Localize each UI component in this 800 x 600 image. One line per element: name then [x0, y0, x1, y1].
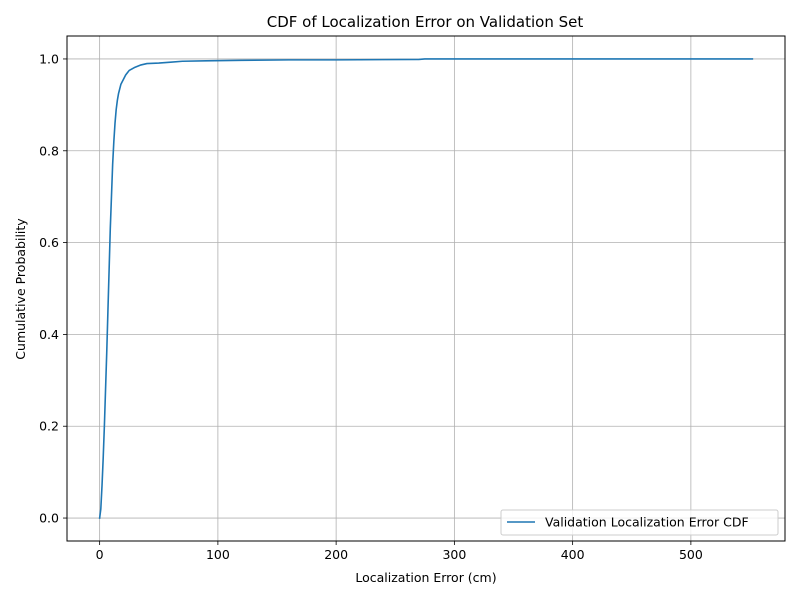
x-tick-label-0: 0	[96, 547, 104, 562]
x-tick-label-4: 400	[561, 547, 585, 562]
x-tick-label-1: 100	[206, 547, 230, 562]
x-tick-label-2: 200	[324, 547, 348, 562]
y-tick-label-1: 0.2	[39, 419, 59, 434]
x-axis-ticks: 0 100 200 300 400 500	[96, 541, 703, 562]
y-tick-label-3: 0.6	[39, 235, 59, 250]
y-tick-label-0: 0.0	[39, 511, 59, 526]
chart-title: CDF of Localization Error on Validation …	[267, 13, 584, 31]
legend-box	[500, 509, 779, 536]
series-lines	[98, 58, 754, 519]
x-axis-label: Localization Error (cm)	[355, 570, 496, 585]
legend: Validation Localization Error CDF	[500, 509, 779, 536]
y-tick-label-5: 1.0	[39, 51, 59, 66]
y-tick-label-4: 0.8	[39, 143, 59, 158]
x-tick-label-5: 500	[679, 547, 703, 562]
x-tick-label-3: 300	[442, 547, 466, 562]
y-axis-label: Cumulative Probability	[13, 218, 28, 360]
series-line-0	[98, 58, 754, 519]
y-tick-label-2: 0.4	[39, 327, 59, 342]
legend-label: Validation Localization Error CDF	[545, 515, 749, 530]
grid-lines	[67, 36, 785, 541]
plot-frame	[66, 35, 786, 542]
y-axis-ticks: 0.0 0.2 0.4 0.6 0.8 1.0	[39, 51, 67, 526]
